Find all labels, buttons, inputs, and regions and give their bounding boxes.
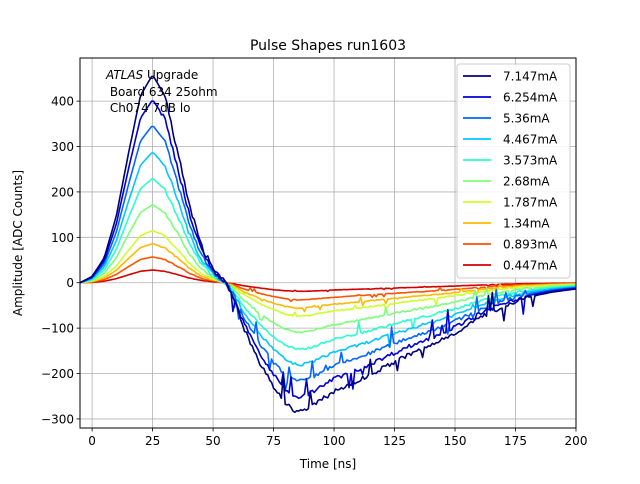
legend-entry: 7.147mA (463, 70, 558, 84)
series-line-1-34mA (79, 243, 576, 313)
y-tick-label: −200 (41, 367, 74, 381)
legend-label: 0.447mA (503, 259, 558, 273)
legend-entry: 3.573mA (463, 154, 558, 168)
legend-label: 1.787mA (503, 196, 558, 210)
series-line-7-147mA (79, 75, 576, 414)
legend-entry: 1.787mA (463, 196, 558, 210)
legend-label: 7.147mA (503, 70, 558, 84)
annotation-line-2: Board 634 25ohm (106, 85, 218, 99)
series-line-1-787mA (79, 230, 576, 318)
x-tick-label: 100 (323, 434, 346, 448)
x-tick-label: 50 (205, 434, 220, 448)
legend: 7.147mA 6.254mA 5.36mA 4.467mA 3.573mA 2.68mA… (456, 63, 571, 279)
x-tick-label: 150 (444, 434, 467, 448)
legend-label: 1.34mA (503, 217, 550, 231)
legend-label: 4.467mA (503, 133, 558, 147)
y-tick-label: 300 (51, 140, 74, 154)
x-tick-label: 0 (88, 434, 96, 448)
legend-entry: 1.34mA (463, 217, 550, 231)
legend-entry: 0.893mA (463, 238, 558, 252)
x-axis-label: Time [ns] (299, 457, 356, 471)
legend-entry: 4.467mA (463, 133, 558, 147)
y-tick-label: −300 (41, 412, 74, 426)
y-tick-label: 200 (51, 185, 74, 199)
y-axis-label: Amplitude [ADC Counts] (11, 170, 25, 316)
annotation-atlas: ATLAS (105, 68, 144, 82)
series-line-0-893mA (79, 256, 576, 303)
plot-frame (79, 57, 577, 429)
y-tick-label: 400 (51, 95, 74, 109)
x-tick-label: 125 (383, 434, 406, 448)
series-lines (79, 75, 576, 414)
y-tick-label: 0 (66, 276, 74, 290)
y-tick-label: −100 (41, 322, 74, 336)
legend-label: 3.573mA (503, 154, 558, 168)
legend-entry: 6.254mA (463, 91, 558, 105)
x-tick-label: 175 (504, 434, 527, 448)
legend-label: 5.36mA (503, 112, 550, 126)
x-tick-label: 75 (266, 434, 281, 448)
y-tick-label: 100 (51, 231, 74, 245)
series-line-6-254mA (79, 100, 576, 400)
series-line-0-447mA (80, 269, 576, 293)
legend-entry: 5.36mA (463, 112, 550, 126)
atlas-annotation: ATLAS Upgrade Board 634 25ohm Ch074 7dB … (105, 68, 218, 115)
x-axis-ticks: 0 25 50 75 100 125 150 175 200 (88, 428, 587, 448)
legend-label: 0.893mA (503, 238, 558, 252)
legend-label: 2.68mA (503, 175, 550, 189)
x-tick-label: 200 (565, 434, 588, 448)
y-axis-ticks: −300 −200 −100 0 100 200 300 400 (41, 95, 80, 426)
chart-title: Pulse Shapes run1603 (250, 38, 406, 54)
legend-entry: 0.447mA (463, 259, 558, 273)
annotation-line-1: ATLAS Upgrade (105, 68, 198, 82)
legend-entry: 2.68mA (463, 175, 550, 189)
annotation-upgrade: Upgrade (143, 68, 198, 82)
legend-label: 6.254mA (503, 91, 558, 105)
annotation-line-3: Ch074 7dB lo (106, 101, 191, 115)
x-tick-label: 25 (145, 434, 160, 448)
